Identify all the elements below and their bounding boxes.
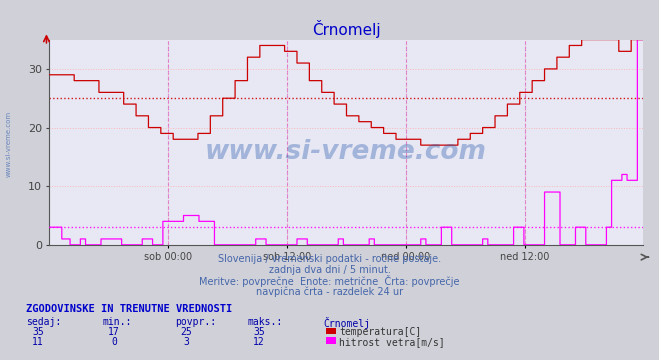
Text: www.si-vreme.com: www.si-vreme.com — [5, 111, 12, 177]
Text: navpična črta - razdelek 24 ur: navpična črta - razdelek 24 ur — [256, 286, 403, 297]
Text: ZGODOVINSKE IN TRENUTNE VREDNOSTI: ZGODOVINSKE IN TRENUTNE VREDNOSTI — [26, 304, 233, 314]
Text: 11: 11 — [32, 337, 44, 347]
Text: 0: 0 — [111, 337, 117, 347]
Text: min.:: min.: — [102, 317, 132, 327]
Text: temperatura[C]: temperatura[C] — [339, 327, 422, 337]
Text: www.si-vreme.com: www.si-vreme.com — [205, 139, 487, 166]
Text: Črnomelj: Črnomelj — [323, 317, 370, 329]
Text: 3: 3 — [184, 337, 189, 347]
Title: Črnomelj: Črnomelj — [312, 21, 380, 39]
Text: zadnja dva dni / 5 minut.: zadnja dva dni / 5 minut. — [269, 265, 390, 275]
Text: Meritve: povprečne  Enote: metrične  Črta: povprečje: Meritve: povprečne Enote: metrične Črta:… — [199, 275, 460, 287]
Text: 35: 35 — [253, 327, 265, 337]
Text: 12: 12 — [253, 337, 265, 347]
Text: hitrost vetra[m/s]: hitrost vetra[m/s] — [339, 337, 445, 347]
Text: sedaj:: sedaj: — [26, 317, 61, 327]
Text: Slovenija / vremenski podatki - ročne postaje.: Slovenija / vremenski podatki - ročne po… — [218, 254, 441, 264]
Text: 17: 17 — [108, 327, 120, 337]
Text: 35: 35 — [32, 327, 44, 337]
Text: maks.:: maks.: — [247, 317, 282, 327]
Text: 25: 25 — [181, 327, 192, 337]
Text: povpr.:: povpr.: — [175, 317, 215, 327]
